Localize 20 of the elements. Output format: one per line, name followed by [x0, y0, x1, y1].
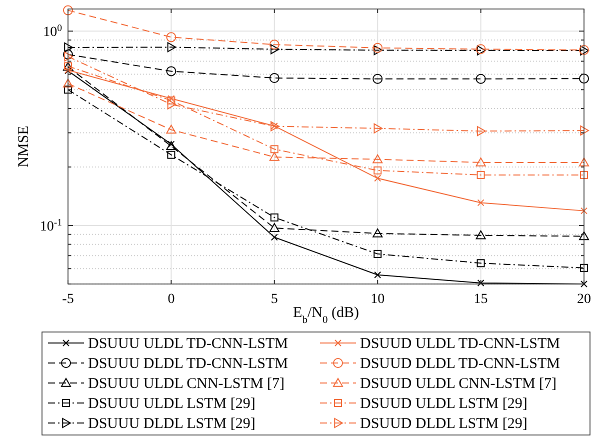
legend-label: DSUUD ULDL LSTM [29]	[360, 396, 528, 412]
y-tick-label: 10$^{-1}$	[40, 216, 62, 234]
x-tick-label: 10	[370, 292, 385, 307]
x-tick-label: 15	[474, 292, 488, 307]
legend-label: DSUUU ULDL TD-CNN-LSTM	[88, 336, 288, 352]
legend-label: DSUUU DLDL LSTM [29]	[88, 416, 256, 432]
x-tick-label: 0	[168, 292, 175, 307]
legend-label: DSUUU ULDL CNN-LSTM [7]	[88, 376, 285, 392]
x-tick-label: 20	[577, 292, 591, 307]
legend-label: DSUUD DLDL TD-CNN-LSTM	[360, 356, 560, 372]
x-tick-label: -5	[62, 292, 74, 307]
legend-label: DSUUD DLDL LSTM [29]	[360, 416, 528, 432]
y-tick-label: 10$^{0}$	[43, 22, 62, 40]
legend-label: DSUUD ULDL TD-CNN-LSTM	[360, 336, 560, 352]
legend-label: DSUUU ULDL LSTM [29]	[88, 396, 256, 412]
legend-label: DSUUU DLDL TD-CNN-LSTM	[88, 356, 288, 372]
y-axis-title: NMSE	[16, 126, 32, 168]
x-axis-title: E$_{b}$/N$_{0}$ (dB)	[293, 305, 359, 326]
legend-label: DSUUD ULDL CNN-LSTM [7]	[360, 376, 557, 392]
x-tick-label: 5	[270, 292, 278, 307]
